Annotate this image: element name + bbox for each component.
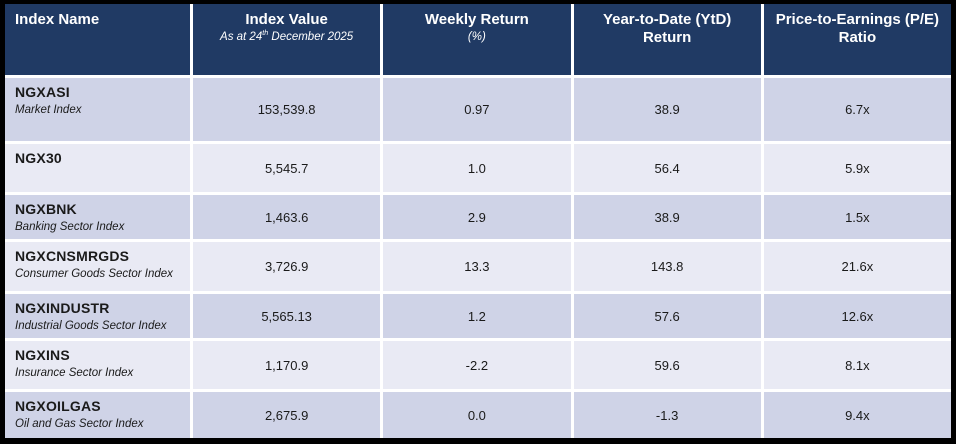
index-value-cell: 5,565.13 (193, 294, 381, 338)
ytd-return-cell: 56.4 (573, 144, 761, 192)
cell-value: 3,726.9 (264, 259, 309, 274)
col-header-pe-ratio: Price-to-Earnings (P/E) Ratio (763, 4, 951, 75)
index-value-cell: 2,675.9 (193, 392, 381, 438)
header-label-pe-ratio: Price-to-Earnings (P/E) Ratio (775, 11, 940, 47)
header-sub-as-at-date: As at 24th December 2025 (199, 30, 374, 45)
index-ticker: NGXINDUSTR (15, 300, 110, 316)
col-header-index-name: Index Name (5, 4, 190, 75)
index-ticker: NGXINS (15, 347, 70, 363)
pe-ratio-cell: 9.4x (763, 392, 951, 438)
pe-ratio-cell: 6.7x (763, 78, 951, 141)
header-label-index-value: Index Value (245, 11, 328, 28)
cell-value: 1,170.9 (264, 357, 309, 373)
index-name-cell: NGXCNSMRGDS Consumer Goods Sector Index (5, 242, 190, 291)
index-ticker: NGXOILGAS (15, 398, 101, 414)
cell-value: -2.2 (465, 357, 489, 373)
header-label-weekly-return: Weekly Return (424, 11, 529, 28)
index-value-cell: 153,539.8 (193, 78, 381, 141)
ytd-return-cell: 38.9 (573, 195, 761, 239)
weekly-return-cell: -2.2 (383, 341, 571, 389)
cell-value: 153,539.8 (257, 102, 316, 117)
pe-ratio-cell: 21.6x (763, 242, 951, 291)
col-header-weekly-return: Weekly Return (%) (383, 4, 571, 75)
index-name-cell: NGXOILGAS Oil and Gas Sector Index (5, 392, 190, 438)
cell-value: 9.4x (845, 407, 870, 423)
weekly-return-cell: 2.9 (383, 195, 571, 239)
col-header-ytd-return: Year-to-Date (YtD) Return (573, 4, 761, 75)
cell-value: 5,545.7 (264, 160, 309, 176)
cell-value: 5.9x (845, 160, 870, 176)
weekly-return-cell: 0.0 (383, 392, 571, 438)
cell-value: 13.3 (464, 259, 490, 274)
index-ticker: NGXCNSMRGDS (15, 248, 130, 264)
col-header-index-value: Index Value As at 24th December 2025 (193, 4, 381, 75)
index-description: Insurance Sector Index (15, 366, 134, 379)
header-label-index-name: Index Name (15, 11, 100, 28)
header-sub-percent: (%) (467, 31, 486, 44)
cell-value: 56.4 (654, 160, 680, 176)
index-table: Index Name Index Value As at 24th Decemb… (5, 4, 951, 438)
cell-value: 59.6 (654, 357, 680, 373)
index-name-cell: NGXINDUSTR Industrial Goods Sector Index (5, 294, 190, 338)
index-value-cell: 5,545.7 (193, 144, 381, 192)
cell-value: 57.6 (654, 308, 680, 324)
weekly-return-cell: 0.97 (383, 78, 571, 141)
cell-value: 143.8 (650, 259, 684, 274)
cell-value: 0.97 (464, 102, 490, 117)
index-value-cell: 1,170.9 (193, 341, 381, 389)
pe-ratio-cell: 5.9x (763, 144, 951, 192)
index-value-cell: 3,726.9 (193, 242, 381, 291)
index-description: Industrial Goods Sector Index (15, 319, 167, 332)
cell-value: 1,463.6 (264, 209, 309, 225)
index-name-cell: NGXBNK Banking Sector Index (5, 195, 190, 239)
index-description: Consumer Goods Sector Index (15, 267, 173, 280)
pe-ratio-cell: 12.6x (763, 294, 951, 338)
ytd-return-cell: -1.3 (573, 392, 761, 438)
index-name-cell: NGXASI Market Index (5, 78, 190, 141)
ytd-return-cell: 57.6 (573, 294, 761, 338)
cell-value: 5,565.13 (261, 308, 312, 324)
ytd-return-cell: 143.8 (573, 242, 761, 291)
index-description: Banking Sector Index (15, 220, 125, 233)
ytd-return-cell: 59.6 (573, 341, 761, 389)
cell-value: 2.9 (467, 209, 486, 225)
index-ticker: NGX30 (15, 150, 62, 166)
cell-value: 8.1x (845, 357, 870, 373)
cell-value: 0.0 (467, 407, 486, 423)
index-name-cell: NGX30 (5, 144, 190, 192)
cell-value: 1.0 (467, 160, 486, 176)
date-ordinal: th (262, 29, 269, 38)
cell-value: 38.9 (654, 102, 680, 117)
weekly-return-cell: 1.0 (383, 144, 571, 192)
pe-ratio-cell: 1.5x (763, 195, 951, 239)
cell-value: 12.6x (841, 308, 874, 324)
index-ticker: NGXASI (15, 84, 70, 100)
cell-value: 1.5x (845, 209, 870, 225)
date-text-rest: December 2025 (268, 31, 354, 44)
index-value-cell: 1,463.6 (193, 195, 381, 239)
cell-value: 1.2 (467, 308, 486, 324)
date-text: As at 24 (220, 31, 263, 44)
ytd-return-cell: 38.9 (573, 78, 761, 141)
cell-value: 21.6x (841, 259, 874, 274)
cell-value: 38.9 (654, 209, 680, 225)
cell-value: -1.3 (655, 407, 679, 423)
weekly-return-cell: 1.2 (383, 294, 571, 338)
cell-value: 2,675.9 (264, 407, 309, 423)
index-description: Market Index (15, 103, 82, 116)
index-description: Oil and Gas Sector Index (15, 417, 144, 430)
weekly-return-cell: 13.3 (383, 242, 571, 291)
pe-ratio-cell: 8.1x (763, 341, 951, 389)
index-name-cell: NGXINS Insurance Sector Index (5, 341, 190, 389)
header-label-ytd-return: Year-to-Date (YtD) Return (602, 11, 732, 47)
cell-value: 6.7x (845, 102, 870, 117)
index-ticker: NGXBNK (15, 201, 77, 217)
